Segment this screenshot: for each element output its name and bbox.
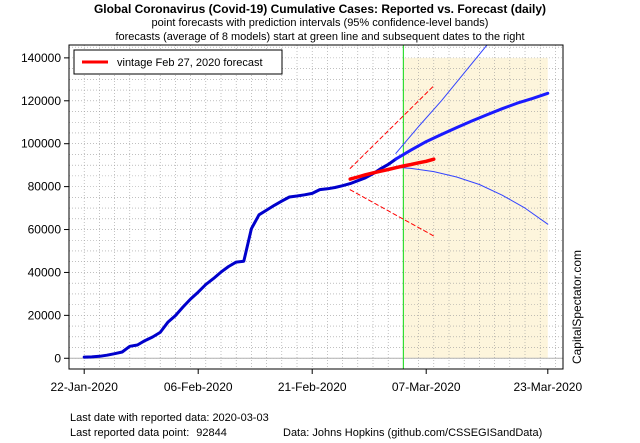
y-tick-label: 120000 [21,94,61,108]
legend-label: vintage Feb 27, 2020 forecast [117,57,263,69]
x-tick-label: 07-Mar-2020 [392,380,461,394]
x-tick-label: 21-Feb-2020 [278,380,347,394]
last-date-value: 2020-03-03 [212,412,269,424]
y-tick-label: 60000 [28,223,62,237]
vintage-upper-band [349,85,435,169]
chart-subtitle-1: point forecasts with prediction interval… [151,17,489,29]
y-tick-label: 0 [54,351,61,365]
last-point-label: Last reported data point: [70,427,190,439]
chart-subtitle-2: forecasts (average of 8 models) start at… [115,31,525,43]
forecast-lower-band [395,166,549,225]
forecast-region [403,57,548,359]
forecast-upper-band [395,45,488,154]
x-tick-label: 23-Mar-2020 [513,380,582,394]
footer-source: Data: Johns Hopkins (github.com/CSSEGISa… [283,427,543,439]
y-tick-label: 80000 [28,180,62,194]
y-tick-label: 40000 [28,265,62,279]
footer-last-point: Last reported data point: 92844 [70,427,227,439]
last-point-value: 92844 [196,427,227,439]
y-tick-label: 140000 [21,51,61,65]
legend: vintage Feb 27, 2020 forecast [73,49,283,75]
last-date-label: Last date with reported data: [70,412,210,424]
plot-frame [68,44,564,370]
footer-last-date: Last date with reported data: 2020-03-03 [70,412,269,424]
y-tick-label: 20000 [28,308,62,322]
reported-cases-line [82,157,398,359]
y-tick-label: 100000 [21,137,61,151]
vintage-lower-band [349,189,435,237]
x-tick-label: 22-Jan-2020 [51,380,119,394]
watermark: CapitalSpectator.com [570,250,584,364]
chart-title: Global Coronavirus (Covid-19) Cumulative… [93,2,547,16]
forecast-line [394,91,550,161]
plot-area [69,45,563,369]
vintage-forecast-line [348,157,436,181]
legend-box [73,49,283,75]
x-tick-label: 06-Feb-2020 [164,380,233,394]
